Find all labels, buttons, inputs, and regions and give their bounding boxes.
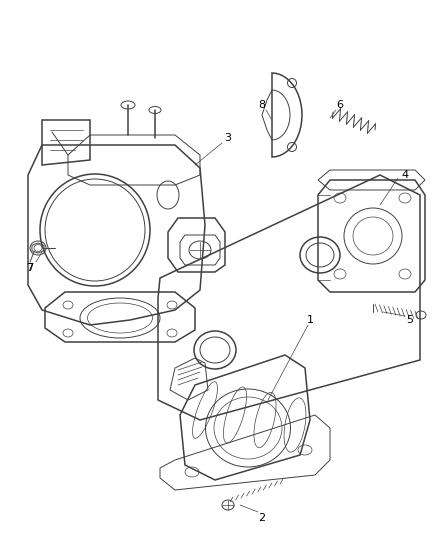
Text: 8: 8 [258, 100, 265, 110]
Text: 7: 7 [27, 263, 33, 273]
Text: 3: 3 [224, 133, 231, 143]
Text: 6: 6 [336, 100, 343, 110]
Text: 4: 4 [400, 170, 408, 180]
Text: 2: 2 [258, 513, 265, 523]
Text: 1: 1 [306, 315, 313, 325]
Text: 7: 7 [26, 263, 33, 273]
Text: 5: 5 [406, 315, 413, 325]
